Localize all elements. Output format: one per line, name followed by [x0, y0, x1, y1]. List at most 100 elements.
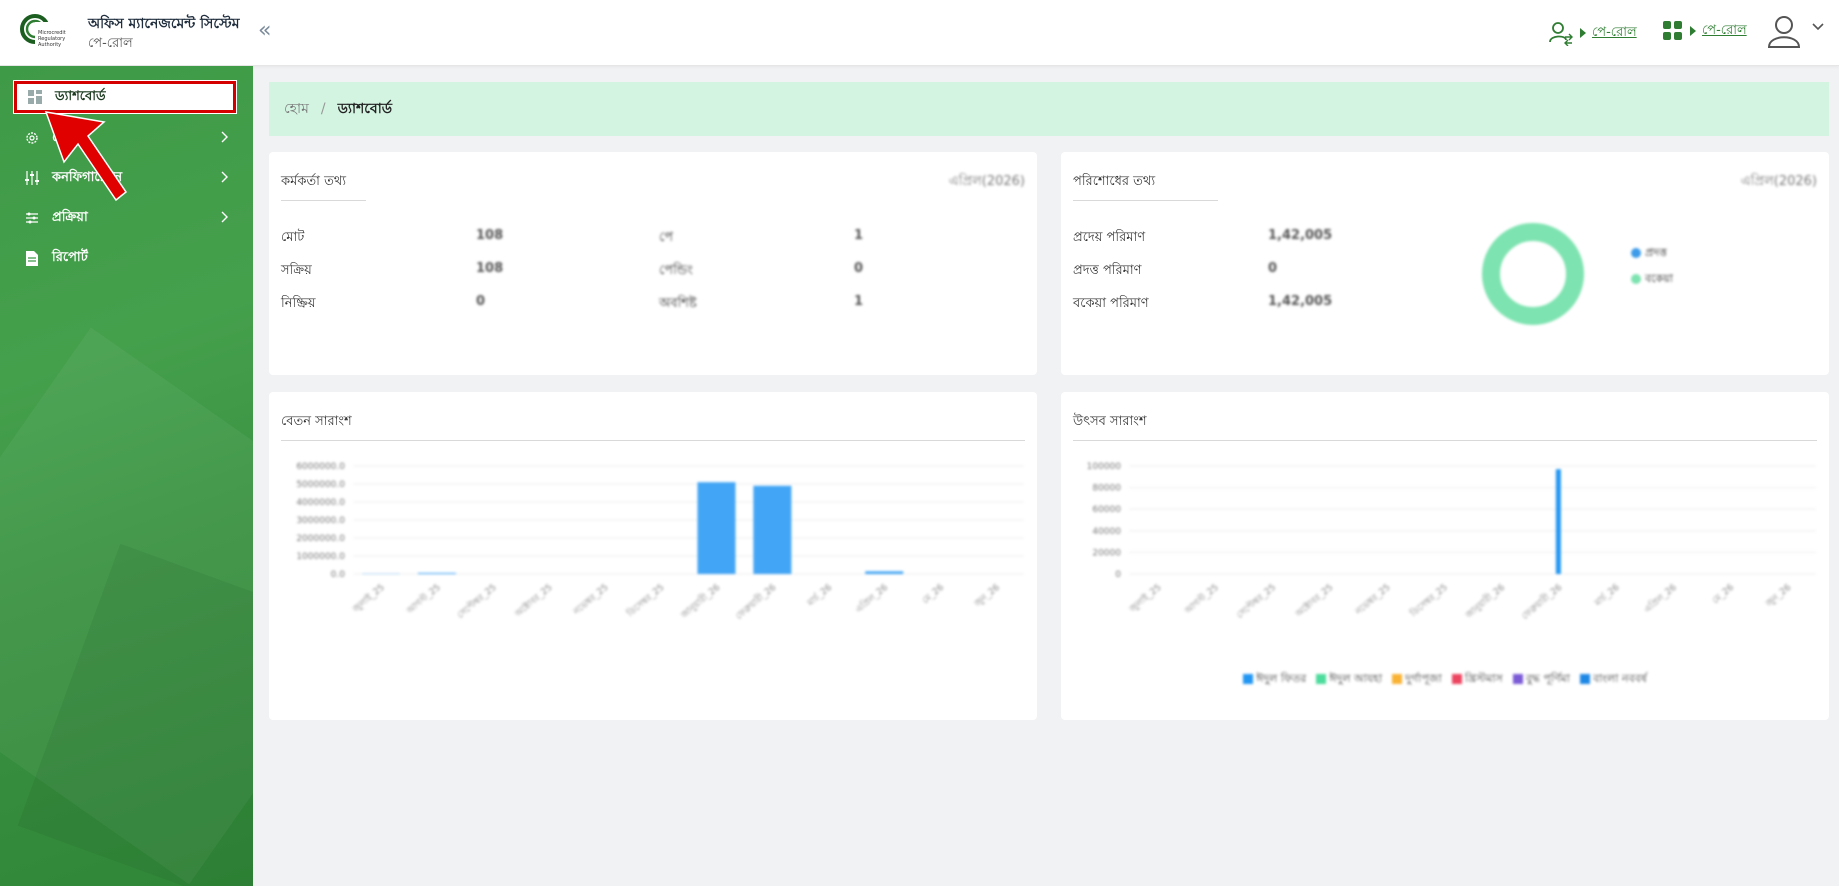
bar [865, 571, 904, 574]
top-header: Microcredit Regulatory Authority অফিস ম্… [0, 0, 1839, 66]
grid-apps-icon [1663, 21, 1682, 40]
x-tick-label: ফেব্রুয়ারী_26 [1519, 581, 1565, 622]
sidebar-item-dashboard[interactable]: ড্যাশবোর্ড [13, 80, 237, 114]
x-tick-label: জুলাই_25 [1127, 582, 1164, 616]
x-tick-label: জুলাই_25 [350, 582, 387, 616]
y-tick-label: 40000 [1092, 527, 1121, 537]
svg-text:Authority: Authority [38, 42, 61, 48]
legend-label: ঈদুল আযহা [1329, 672, 1383, 685]
chevron-right-icon [221, 171, 228, 183]
legend-swatch [1512, 674, 1523, 684]
x-tick-label: ডিসেম্বর_25 [1408, 582, 1450, 620]
x-tick-label: অক্টোবর_25 [512, 582, 555, 620]
payment-donut-chart [1482, 223, 1584, 325]
bar [417, 572, 456, 574]
legend-item[interactable]: খ্রিস্টমাস [1451, 670, 1503, 689]
card-title: বেতন সারাংশ [281, 414, 352, 429]
x-tick-label: ফেব্রুয়ারী_26 [733, 581, 779, 622]
info-value: 0 [854, 261, 864, 276]
info-label: প্রদত্ত পরিমাণ [1073, 263, 1142, 278]
legend-dot [1631, 274, 1641, 284]
app-subtitle: পে-রোল [88, 36, 133, 51]
legend-due: বকেয়া [1631, 270, 1673, 289]
salary-bar-chart: 6000000.0 5000000.0 4000000.0 3000000.0 2000… [296, 462, 1024, 622]
mra-logo: Microcredit Regulatory Authority [20, 14, 66, 52]
legend-item[interactable]: ঈদুল ফিতর [1243, 670, 1306, 689]
info-value: 1 [854, 294, 864, 309]
gear-icon [22, 131, 42, 145]
y-tick-label: 80000 [1092, 484, 1121, 494]
legend-item[interactable]: দুর্গাপূজা [1392, 670, 1442, 689]
x-tick-label: নভেম্বর_25 [1353, 583, 1392, 618]
legend-swatch [1451, 674, 1462, 684]
y-tick-label: 20000 [1092, 548, 1121, 558]
sliders-icon [22, 170, 42, 186]
payroll-link-2[interactable]: পে-রোল [1662, 20, 1747, 42]
list-settings-icon [22, 211, 42, 225]
y-tick-label: 0.0 [331, 570, 346, 580]
x-tick-label: জুন_26 [972, 582, 1002, 609]
dashboard-icon [25, 90, 45, 104]
info-label: মোট [281, 230, 305, 245]
legend-swatch [1392, 674, 1403, 684]
bar [753, 485, 792, 574]
sidebar-item-label: ড্যাশবোর্ড [55, 88, 106, 104]
festival-legend: ঈদুল ফিতর ঈদুল আযহা দুর্গাপূজা খ্রিস্টমাস বু… [1061, 670, 1829, 689]
bar [1555, 469, 1561, 574]
user-avatar-icon[interactable] [1767, 14, 1801, 48]
breadcrumb-home[interactable]: হোম [284, 101, 309, 117]
card-title: উৎসব সারাংশ [1073, 414, 1147, 429]
y-tick-label: 3000000.0 [296, 516, 345, 526]
card-divider [1073, 440, 1817, 441]
svg-text:Regulatory: Regulatory [38, 36, 65, 42]
officer-info-card: কর্মকর্তা তথ্য এপ্রিল(2026) মোট 108 পে 1… [269, 152, 1037, 375]
festival-summary-card: উৎসব সারাংশ 100000 80000 60000 40000 20000 0 জ… [1061, 392, 1829, 720]
chevron-down-icon[interactable] [1812, 22, 1824, 32]
legend-item[interactable]: ঈদুল আযহা [1316, 670, 1382, 689]
x-tick-label: ডিসেম্বর_25 [624, 582, 666, 620]
info-value: 108 [476, 228, 504, 243]
sidebar: ড্যাশবোর্ড সেটিং কনফিগারেশন প্রক্রিয়া র… [0, 66, 253, 886]
info-value: 1,42,005 [1268, 228, 1333, 243]
festival-bar-chart: 100000 80000 60000 40000 20000 0 জুলাই_25 আগস্ট… [1087, 462, 1816, 622]
y-tick-label: 5000000.0 [296, 480, 345, 490]
card-title: পরিশোধের তথ্য [1073, 174, 1156, 189]
caret-right-icon [1690, 26, 1696, 36]
payroll-link-1[interactable]: পে-রোল [1548, 20, 1637, 46]
legend-swatch [1316, 674, 1327, 684]
legend-item[interactable]: বুদ্ধ পূর্ণিমা [1512, 670, 1570, 689]
info-label: নিষ্ক্রিয় [281, 296, 316, 311]
document-icon [22, 250, 42, 266]
card-divider [281, 440, 1025, 441]
y-tick-label: 0 [1115, 570, 1121, 580]
caret-right-icon [1580, 28, 1586, 38]
x-tick-label: মে_26 [921, 582, 946, 606]
y-tick-label: 100000 [1087, 462, 1122, 472]
legend-swatch [1579, 674, 1590, 684]
info-value: 1 [854, 228, 864, 243]
double-chevron-left-icon[interactable]: « [258, 18, 272, 43]
info-value: 0 [1268, 261, 1278, 276]
y-tick-label: 2000000.0 [296, 534, 345, 544]
sidebar-item-label: প্রক্রিয়া [52, 209, 88, 225]
breadcrumb-current: ড্যাশবোর্ড [337, 101, 393, 117]
legend-paid: প্রদত্ত [1631, 244, 1667, 263]
info-label: বকেয়া পরিমাণ [1073, 296, 1149, 311]
card-divider [281, 200, 366, 201]
x-tick-label: অক্টোবর_25 [1293, 582, 1336, 620]
card-period: এপ্রিল(2026) [948, 174, 1025, 189]
x-tick-label: মার্চ_26 [1592, 582, 1622, 609]
sidebar-item-process[interactable]: প্রক্রিয়া [14, 202, 236, 234]
card-divider [1073, 200, 1218, 201]
breadcrumb: হোম / ড্যাশবোর্ড [269, 82, 1829, 136]
x-tick-label: এপ্রিল_26 [1642, 582, 1679, 616]
x-tick-label: আগস্ট_25 [1181, 581, 1221, 617]
info-value: 1,42,005 [1268, 294, 1333, 309]
sidebar-item-report[interactable]: রিপোর্ট [14, 242, 236, 274]
svg-text:Microcredit: Microcredit [38, 30, 66, 36]
payroll-link-label: পে-রোল [1702, 22, 1747, 38]
bar [697, 482, 736, 574]
x-tick-label: মার্চ_26 [805, 582, 835, 609]
red-pointer-arrow [44, 111, 128, 202]
legend-item[interactable]: বাংলা নববর্ষ [1579, 670, 1647, 689]
